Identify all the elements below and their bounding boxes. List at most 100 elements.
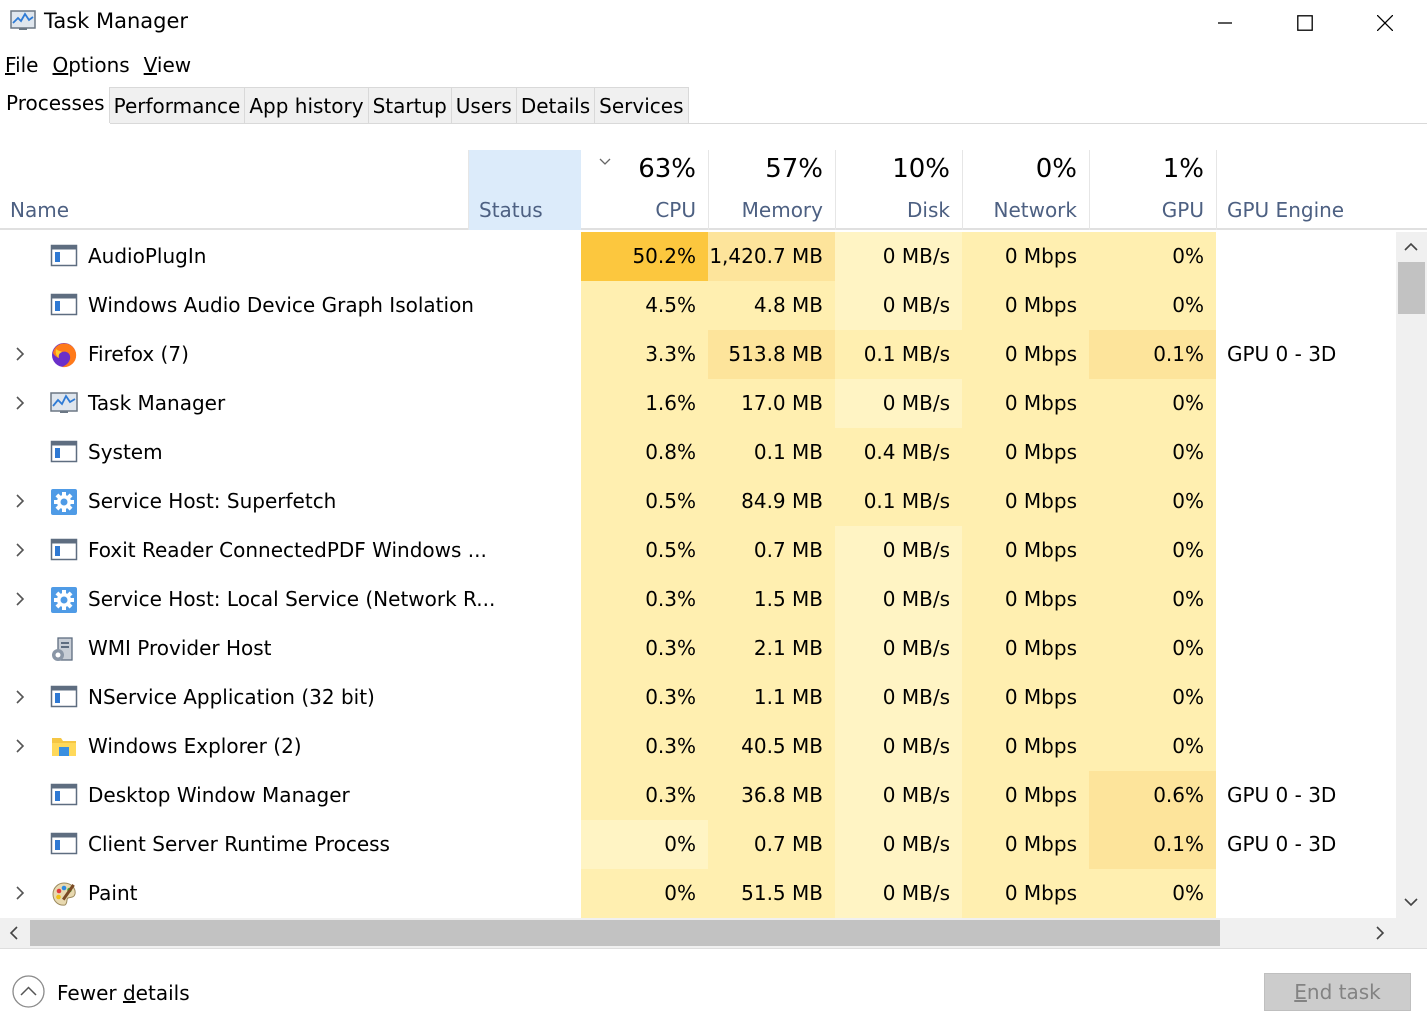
expand-chevron-icon[interactable] bbox=[12, 345, 28, 363]
scroll-down-icon[interactable] bbox=[1404, 898, 1418, 907]
network-cell: 0 Mbps bbox=[962, 722, 1089, 771]
column-header-disk[interactable]: 10% Disk bbox=[835, 150, 962, 230]
table-row[interactable]: NService Application (32 bit) 0.3% 1.1 MB 0… bbox=[0, 673, 1396, 722]
gpu-cell: 0% bbox=[1089, 526, 1216, 575]
title-bar: Task Manager bbox=[0, 0, 1427, 46]
tab-details[interactable]: Details bbox=[515, 87, 596, 123]
column-label-gpu-engine: GPU Engine bbox=[1227, 198, 1345, 222]
table-row[interactable]: Windows Audio Device Graph Isolation 4.5%… bbox=[0, 281, 1396, 330]
sort-descending-icon bbox=[599, 158, 611, 165]
tab-app-history[interactable]: App history bbox=[244, 87, 369, 123]
gpu-engine-cell bbox=[1227, 869, 1396, 918]
close-button[interactable] bbox=[1345, 0, 1425, 46]
process-name: Service Host: Superfetch bbox=[88, 489, 337, 513]
table-row[interactable]: System 0.8% 0.1 MB 0.4 MB/s 0 Mbps 0% bbox=[0, 428, 1396, 477]
cpu-cell: 0.3% bbox=[581, 771, 708, 820]
expand-chevron-icon[interactable] bbox=[12, 492, 28, 510]
process-name: Windows Audio Device Graph Isolation bbox=[88, 293, 474, 317]
gpu-engine-cell: GPU 0 - 3D bbox=[1227, 783, 1337, 807]
gpu-engine-cell bbox=[1227, 526, 1396, 575]
menu-file[interactable]: File bbox=[0, 50, 44, 82]
scroll-left-icon[interactable] bbox=[9, 926, 18, 940]
table-row[interactable]: WMI Provider Host 0.3% 2.1 MB 0 MB/s 0 Mbps 0… bbox=[0, 624, 1396, 673]
column-header-cpu[interactable]: 63% CPU bbox=[581, 150, 708, 230]
tab-processes[interactable]: Processes bbox=[0, 87, 110, 124]
gpu-cell: 0% bbox=[1089, 722, 1216, 771]
gpu-engine-cell bbox=[1227, 379, 1396, 428]
column-label-gpu: GPU bbox=[1161, 198, 1204, 222]
disk-cell: 0 MB/s bbox=[835, 624, 962, 673]
app-window-icon bbox=[50, 243, 78, 269]
expand-chevron-icon[interactable] bbox=[12, 884, 28, 902]
column-header-status[interactable]: Status bbox=[468, 150, 581, 230]
horizontal-scrollbar[interactable] bbox=[0, 918, 1396, 948]
table-row[interactable]: AudioPlugIn 50.2% 1,420.7 MB 0 MB/s 0 Mbps 0% bbox=[0, 232, 1396, 281]
menu-accel: V bbox=[143, 53, 157, 77]
end-task-button[interactable]: End task bbox=[1264, 973, 1411, 1011]
memory-cell: 1.5 MB bbox=[708, 575, 835, 624]
process-name: Desktop Window Manager bbox=[88, 783, 350, 807]
tab-users[interactable]: Users bbox=[450, 87, 517, 123]
gpu-engine-cell bbox=[1227, 722, 1396, 771]
tab-performance[interactable]: Performance bbox=[108, 87, 246, 123]
menu-view[interactable]: View bbox=[138, 50, 197, 82]
vertical-scrollbar[interactable] bbox=[1396, 232, 1427, 918]
cpu-cell: 0.3% bbox=[581, 722, 708, 771]
memory-cell: 17.0 MB bbox=[708, 379, 835, 428]
process-name: Service Host: Local Service (Network R..… bbox=[88, 587, 496, 611]
network-cell: 0 Mbps bbox=[962, 624, 1089, 673]
gpu-cell: 0% bbox=[1089, 869, 1216, 918]
scroll-right-icon[interactable] bbox=[1376, 926, 1385, 940]
maximize-button[interactable] bbox=[1265, 0, 1345, 46]
gpu-engine-cell bbox=[1227, 624, 1396, 673]
column-label-network: Network bbox=[993, 198, 1077, 222]
menu-accel: F bbox=[5, 53, 16, 77]
table-row[interactable]: Foxit Reader ConnectedPDF Windows ... 0.5… bbox=[0, 526, 1396, 575]
column-header-name[interactable]: Name bbox=[0, 150, 468, 230]
close-icon bbox=[1377, 15, 1393, 31]
column-header-gpu[interactable]: 1% GPU bbox=[1089, 150, 1216, 230]
scroll-up-icon[interactable] bbox=[1404, 242, 1418, 251]
disk-cell: 0 MB/s bbox=[835, 281, 962, 330]
chevron-up-circle-icon[interactable] bbox=[12, 975, 45, 1008]
network-total: 0% bbox=[1035, 154, 1077, 184]
gpu-cell: 0.6% bbox=[1089, 771, 1216, 820]
process-name: AudioPlugIn bbox=[88, 244, 207, 268]
tab-startup[interactable]: Startup bbox=[367, 87, 452, 123]
expand-chevron-icon[interactable] bbox=[12, 590, 28, 608]
table-row[interactable]: Task Manager 1.6% 17.0 MB 0 MB/s 0 Mbps 0% bbox=[0, 379, 1396, 428]
horizontal-scroll-thumb[interactable] bbox=[30, 920, 1220, 946]
gpu-cell: 0% bbox=[1089, 281, 1216, 330]
task-manager-icon bbox=[50, 390, 78, 416]
network-cell: 0 Mbps bbox=[962, 330, 1089, 379]
column-header-gpu-engine[interactable]: GPU Engine bbox=[1216, 150, 1427, 230]
app-window-icon bbox=[50, 439, 78, 465]
vertical-scroll-thumb[interactable] bbox=[1398, 262, 1425, 314]
fewer-details-link[interactable]: Fewer details bbox=[57, 981, 190, 1005]
column-label-name: Name bbox=[10, 198, 70, 222]
expand-chevron-icon[interactable] bbox=[12, 737, 28, 755]
process-name: Task Manager bbox=[88, 391, 226, 415]
table-row[interactable]: Paint 0% 51.5 MB 0 MB/s 0 Mbps 0% bbox=[0, 869, 1396, 918]
table-row[interactable]: Service Host: Local Service (Network R..… bbox=[0, 575, 1396, 624]
end-task-rest: nd task bbox=[1306, 980, 1381, 1004]
column-header-network[interactable]: 0% Network bbox=[962, 150, 1089, 230]
expand-chevron-icon[interactable] bbox=[12, 541, 28, 559]
gpu-cell: 0% bbox=[1089, 232, 1216, 281]
expand-chevron-icon[interactable] bbox=[12, 688, 28, 706]
gpu-engine-cell bbox=[1227, 673, 1396, 722]
minimize-button[interactable] bbox=[1185, 0, 1265, 46]
column-header-memory[interactable]: 57% Memory bbox=[708, 150, 835, 230]
table-row[interactable]: Desktop Window Manager 0.3% 36.8 MB 0 MB/s 0… bbox=[0, 771, 1396, 820]
table-row[interactable]: Firefox (7) 3.3% 513.8 MB 0.1 MB/s 0 Mbps 0.1… bbox=[0, 330, 1396, 379]
tab-services[interactable]: Services bbox=[594, 87, 689, 123]
table-row[interactable]: Client Server Runtime Process 0% 0.7 MB 0 M… bbox=[0, 820, 1396, 869]
memory-cell: 51.5 MB bbox=[708, 869, 835, 918]
network-cell: 0 Mbps bbox=[962, 477, 1089, 526]
menu-options[interactable]: Options bbox=[46, 50, 135, 82]
table-row[interactable]: Service Host: Superfetch 0.5% 84.9 MB 0.1 M… bbox=[0, 477, 1396, 526]
expand-chevron-icon[interactable] bbox=[12, 394, 28, 412]
table-row[interactable]: Windows Explorer (2) 0.3% 40.5 MB 0 MB/s 0 M… bbox=[0, 722, 1396, 771]
app-window-icon bbox=[50, 782, 78, 808]
cpu-cell: 4.5% bbox=[581, 281, 708, 330]
